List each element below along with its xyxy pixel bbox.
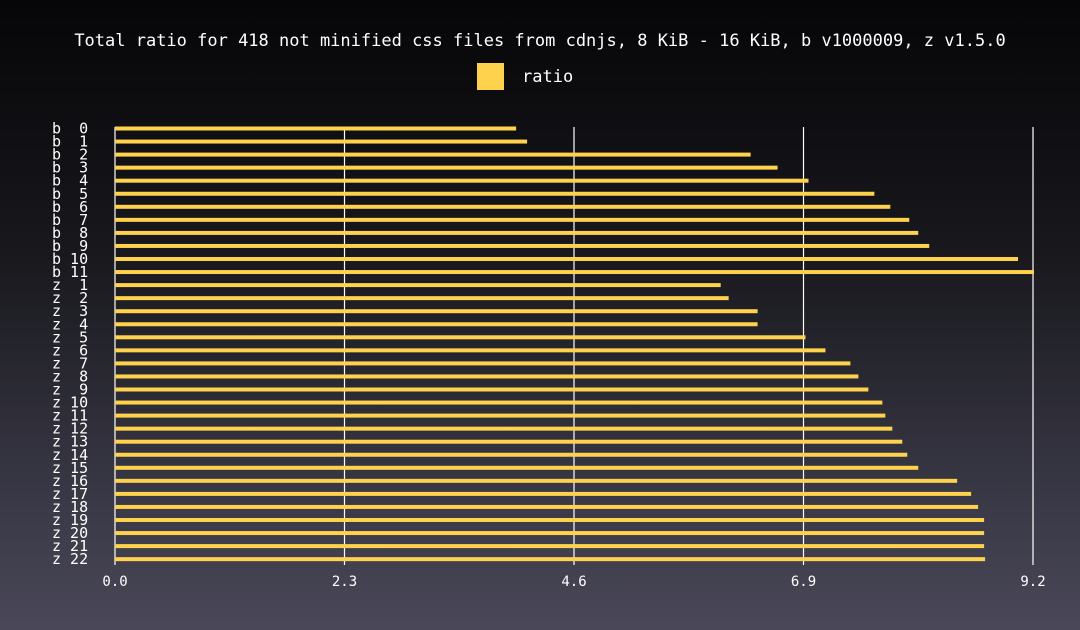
legend-swatch	[477, 63, 504, 90]
legend: ratio	[477, 63, 573, 90]
bar	[115, 491, 972, 496]
bar	[115, 518, 985, 522]
category-label: z 10	[52, 394, 88, 412]
bar	[115, 465, 919, 470]
bar	[115, 178, 809, 183]
bar	[115, 452, 908, 457]
category-labels: b 0b 1b 2b 3b 4b 5b 6b 7b 8b 9b 10b 11z …	[52, 120, 88, 569]
category-label: b 0	[52, 120, 88, 138]
legend-label: ratio	[522, 67, 573, 87]
category-label: b 3	[52, 159, 88, 177]
category-label: b 4	[52, 172, 88, 190]
bar	[115, 374, 859, 379]
category-label: z 12	[52, 420, 88, 438]
category-label: z 5	[52, 328, 88, 346]
bar	[115, 335, 806, 340]
category-label: b 1	[52, 133, 88, 151]
bar	[115, 348, 826, 353]
category-label: z 19	[52, 511, 88, 529]
x-tick-labels: 0.0 2.3 4.6 6.9 9.2	[102, 574, 1045, 590]
category-label: z 17	[52, 485, 88, 503]
bar	[115, 257, 1019, 261]
category-label: b 10	[52, 250, 88, 268]
bars	[115, 126, 1034, 562]
x-tick-label: 6.9	[791, 574, 816, 590]
x-tick-label: 0.0	[102, 574, 127, 590]
x-tick-label: 4.6	[561, 574, 586, 590]
bar	[115, 531, 985, 536]
bar	[115, 283, 721, 288]
category-label: z 3	[52, 302, 88, 320]
bar	[115, 504, 979, 509]
bar	[115, 139, 528, 144]
category-label: b 9	[52, 237, 88, 255]
bar	[115, 126, 517, 131]
category-label: b 2	[52, 146, 88, 164]
category-label: b 5	[52, 185, 88, 203]
category-label: z 20	[52, 524, 88, 542]
bar	[115, 557, 986, 562]
bar	[115, 413, 886, 418]
category-label: z 22	[52, 550, 88, 568]
x-tick-label: 9.2	[1020, 574, 1045, 590]
bar	[115, 478, 958, 483]
category-label: z 9	[52, 381, 88, 399]
category-label: z 21	[52, 537, 88, 555]
chart-title: Total ratio for 418 not minified css fil…	[74, 31, 1005, 51]
bar	[115, 544, 985, 549]
category-label: z 1	[52, 276, 88, 294]
category-label: z 4	[52, 315, 88, 333]
category-label: b 6	[52, 198, 88, 216]
bar	[115, 296, 729, 301]
category-label: z 14	[52, 446, 88, 464]
category-label: b 8	[52, 224, 88, 242]
bar	[115, 322, 758, 327]
bar	[115, 439, 903, 444]
category-label: z 13	[52, 433, 88, 451]
bar	[115, 152, 751, 157]
category-label: b 11	[52, 263, 88, 281]
bar	[115, 361, 851, 366]
category-label: z 2	[52, 289, 88, 307]
category-label: z 11	[52, 407, 88, 425]
category-label: z 16	[52, 472, 88, 490]
category-label: z 7	[52, 354, 88, 372]
bar	[115, 230, 919, 235]
category-label: z 15	[52, 459, 88, 477]
bar	[115, 243, 930, 248]
category-label: z 18	[52, 498, 88, 516]
category-label: z 8	[52, 367, 88, 385]
category-label: z 6	[52, 341, 88, 359]
bar	[115, 270, 1034, 275]
bar	[115, 400, 883, 405]
bar	[115, 309, 758, 314]
bar	[115, 426, 893, 431]
category-label: b 7	[52, 211, 88, 229]
bar	[115, 217, 910, 222]
bar	[115, 191, 875, 196]
x-tick-label: 2.3	[332, 574, 357, 590]
bar	[115, 387, 869, 392]
bar	[115, 204, 891, 209]
bar	[115, 165, 778, 170]
